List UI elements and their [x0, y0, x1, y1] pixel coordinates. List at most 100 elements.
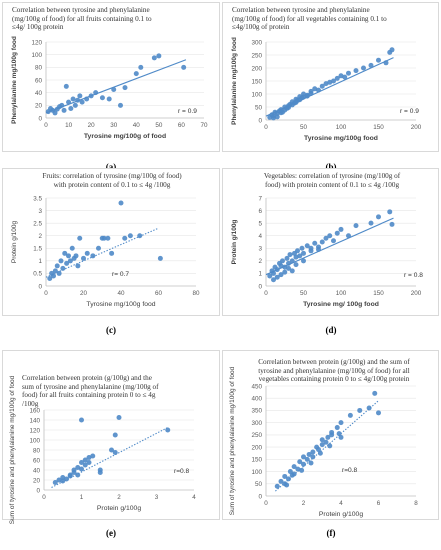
data-point [361, 65, 366, 71]
y-axis-label: Phenylalanine mg/100g food [11, 36, 18, 124]
data-point [346, 233, 351, 239]
data-point [319, 442, 325, 448]
y-tick-label: 300 [251, 39, 262, 46]
data-point [117, 102, 123, 108]
data-point [334, 230, 340, 236]
data-point [310, 454, 316, 460]
data-point [75, 263, 81, 269]
data-point [284, 255, 290, 261]
r-annotation: r= 0.7 [112, 271, 129, 278]
data-point [278, 272, 284, 278]
x-tick-label: 80 [192, 290, 200, 297]
data-point [286, 105, 291, 111]
data-point [86, 460, 92, 465]
data-point [299, 245, 305, 251]
data-point [327, 79, 333, 85]
y-tick-label: 100 [251, 469, 262, 476]
data-point [334, 425, 340, 431]
data-point [47, 275, 53, 281]
data-point [122, 235, 128, 241]
data-point [286, 260, 291, 266]
y-tick-label: 250 [251, 52, 262, 59]
y-tick-label: 3.5 [33, 195, 42, 202]
y-tick-label: 120 [31, 39, 42, 46]
panel-a: Correlation between tyrosine and phenyla… [2, 2, 220, 180]
y-tick-label: 100 [29, 437, 40, 444]
data-point [289, 472, 295, 478]
data-point [301, 94, 306, 100]
data-point [274, 483, 280, 489]
data-point [278, 263, 284, 269]
data-point [51, 273, 56, 279]
y-tick-label: 20 [33, 477, 41, 484]
data-point [293, 254, 299, 260]
data-point [282, 473, 288, 479]
r-annotation: r = 0.9 [178, 108, 197, 115]
data-point [278, 478, 284, 484]
x-tick-label: 100 [336, 124, 347, 131]
y-tick-label: 0 [258, 493, 262, 500]
y-tick-label: 1.5 [33, 246, 42, 253]
data-point [389, 47, 395, 53]
data-point [308, 90, 314, 96]
scatter-chart-f: 0 50 100 150 200 250 300 350 400 450 0 2 4 6 8 Protein … [229, 366, 418, 518]
y-tick-label: 120 [29, 427, 40, 434]
r-annotation: r = 0.8 [404, 272, 423, 279]
data-point [116, 415, 122, 420]
y-tick-label: 250 [251, 432, 262, 439]
scatter-chart-b: 0 50 100 150 200 250 300 0 50 100 150 200 Tyrosine m… [231, 37, 422, 142]
scatter-chart-a: 0 20 40 60 80 100 120 0 10 20 30 40 50 60 70 Tyrosine m… [11, 36, 208, 140]
data-point [66, 99, 72, 105]
data-point [282, 269, 288, 275]
data-point [56, 270, 62, 276]
data-point [346, 70, 351, 76]
scatter-chart-e: 0 20 40 60 80 100 120 140 160 0 1 2 3 4 Protein g/100g… [9, 375, 196, 524]
y-tick-label: 0 [38, 283, 42, 290]
data-point [69, 245, 75, 251]
data-point [70, 96, 76, 102]
data-point [75, 465, 81, 470]
data-point [79, 417, 84, 423]
data-point [316, 247, 321, 253]
y-tick-label: 80 [35, 65, 43, 72]
y-tick-label: 4 [258, 233, 262, 240]
x-axis-label: Tyrosine mg/100g of food [84, 133, 166, 140]
y-tick-label: 200 [251, 65, 262, 72]
x-tick-label: 150 [373, 124, 384, 131]
data-point [64, 476, 69, 482]
x-tick-label: 0 [42, 494, 46, 501]
data-point [368, 62, 374, 68]
x-tick-label: 50 [300, 124, 308, 131]
data-point [289, 258, 295, 264]
data-point [319, 239, 325, 245]
data-point [304, 93, 310, 99]
panel-b: Correlation between tyrosine and phenyla… [222, 2, 439, 180]
data-point [137, 233, 143, 239]
y-tick-label: 150 [251, 457, 262, 464]
y-tick-label: 50 [255, 481, 263, 488]
r-annotation: r = 0.9 [400, 108, 419, 115]
data-point [66, 253, 71, 259]
data-point [93, 90, 99, 96]
data-point [366, 405, 372, 411]
data-point [67, 258, 73, 264]
data-point [118, 200, 124, 206]
data-point [376, 214, 381, 220]
data-point [79, 466, 84, 472]
chart-title: Correlation between tyrosine and phenyla… [12, 6, 152, 32]
data-point [112, 432, 118, 438]
data-point [312, 86, 318, 92]
y-tick-label: 2 [258, 258, 262, 265]
panel-f: Correlation between protein (g/100g) and… [222, 350, 439, 548]
r-annotation: r=0.8 [174, 468, 190, 475]
data-point [67, 473, 73, 479]
data-point [280, 258, 285, 264]
data-point [58, 258, 64, 264]
data-point [289, 102, 295, 108]
y-tick-label: 3 [258, 246, 262, 253]
r-annotation: r=0.8 [342, 467, 358, 474]
x-tick-label: 20 [80, 290, 88, 297]
panel-caption: (e) [106, 528, 116, 538]
data-point [54, 263, 60, 269]
data-point [291, 464, 297, 470]
